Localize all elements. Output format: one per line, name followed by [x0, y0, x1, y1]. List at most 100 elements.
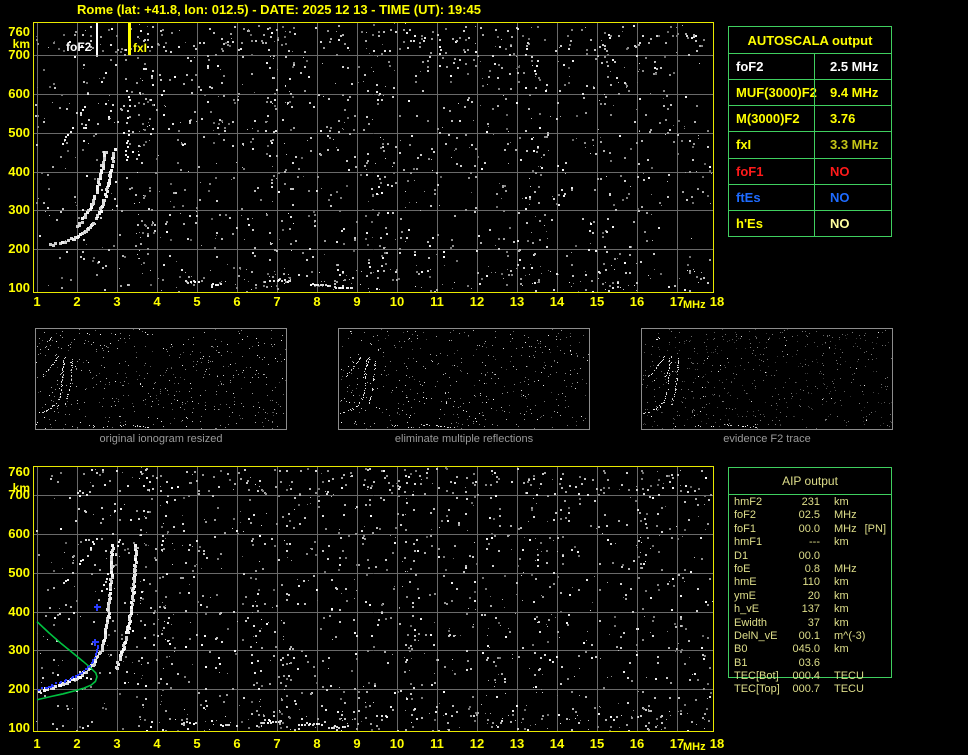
- x-tick-label-bottom: 1: [33, 736, 41, 751]
- x-tick-label-top: 5: [193, 294, 201, 309]
- x-tick-label-bottom: 5: [193, 736, 201, 751]
- x-tick-label-top: 15: [589, 294, 605, 309]
- autoscala-row-value: 3.3 MHz: [814, 131, 891, 158]
- thumbnail-original-canvas: [36, 329, 286, 429]
- autoscala-row-label: foF2: [729, 53, 814, 79]
- aip-row: foF2 02.5 MHz: [734, 509, 857, 522]
- y-tick-label-top: 300: [8, 202, 30, 217]
- aip-row: B1 03.6: [734, 656, 820, 669]
- autoscala-table-title: AUTOSCALA output: [747, 32, 873, 48]
- x-tick-label-bottom: 9: [353, 736, 361, 751]
- x-tick-label-top: 10: [389, 294, 405, 309]
- x-tick-label-top: 7: [273, 294, 281, 309]
- x-tick-label-bottom: 2: [73, 736, 81, 751]
- y-tick-label-bottom: 700: [8, 487, 30, 502]
- thumbnail-original-ionogram: [35, 328, 287, 430]
- y-tick-label-bottom: 300: [8, 642, 30, 657]
- x-tick-label-top: 3: [113, 294, 121, 309]
- x-tick-label-top: 6: [233, 294, 241, 309]
- bottom-ionogram-frame: [33, 466, 714, 732]
- x-tick-label-top: 16: [629, 294, 645, 309]
- x-tick-label-top: 1: [33, 294, 41, 309]
- bottom-y-axis-unit: km: [12, 481, 30, 495]
- autoscala-row-label: foF1: [729, 157, 814, 184]
- y-tick-label-bottom: 400: [8, 604, 30, 619]
- thumbnail-evidence-canvas: [642, 329, 892, 429]
- x-tick-label-bottom: 16: [629, 736, 645, 751]
- x-tick-label-top: 4: [153, 294, 161, 309]
- x-tick-label-top: 2: [73, 294, 81, 309]
- aip-row: hmE 110 km: [734, 576, 849, 589]
- x-tick-label-top: 13: [509, 294, 525, 309]
- x-tick-label-bottom: 12: [469, 736, 485, 751]
- x-tick-label-top: 18: [709, 294, 725, 309]
- autoscala-row-value: 3.76: [814, 105, 891, 132]
- x-tick-label-bottom: 10: [389, 736, 405, 751]
- y-tick-label-top: 700: [8, 47, 30, 62]
- y-tick-label-bottom: 760: [8, 464, 30, 479]
- autoscala-row-label: M(3000)F2: [729, 105, 814, 131]
- x-tick-label-top: 9: [353, 294, 361, 309]
- aip-row: B0 045.0 km: [734, 643, 849, 656]
- y-tick-label-top: 200: [8, 241, 30, 256]
- thumbnail-caption: evidence F2 trace: [723, 433, 811, 445]
- aip-row: Ewidth 37 km: [734, 616, 849, 629]
- aip-row: DelN_vE 00.1 m^(-3): [734, 629, 866, 642]
- x-tick-label-bottom: 3: [113, 736, 121, 751]
- autoscala-row-value: NO: [814, 209, 891, 236]
- y-tick-label-top: 760: [8, 24, 30, 39]
- top-x-axis-unit: MHz: [683, 299, 706, 311]
- y-tick-label-bottom: 100: [8, 720, 30, 735]
- aip-row: TEC[Bot] 000.4 TECU: [734, 670, 864, 683]
- x-tick-label-top: 8: [313, 294, 321, 309]
- aip-rows: hmF2 231 km foF2 02.5 MHz foF1 00.0 MHz [PN] hm…: [728, 496, 892, 697]
- aip-output-table: AIP output: [728, 467, 892, 678]
- fof2-marker-label: foF2: [66, 40, 92, 54]
- aip-table-title: AIP output: [729, 468, 891, 495]
- aip-row: foF1 00.0 MHz [PN]: [734, 522, 887, 535]
- fxi-marker-label: fxI: [133, 41, 148, 55]
- bottom-ionogram-canvas: [34, 467, 713, 731]
- y-tick-label-bottom: 200: [8, 681, 30, 696]
- y-tick-label-top: 400: [8, 164, 30, 179]
- y-tick-label-bottom: 500: [8, 565, 30, 580]
- autoscala-row-value: 9.4 MHz: [814, 79, 891, 106]
- thumbnail-evidence-f2: [641, 328, 893, 430]
- autoscala-row-value: 2.5 MHz: [814, 53, 891, 80]
- x-tick-label-bottom: 13: [509, 736, 525, 751]
- x-tick-label-bottom: 11: [430, 736, 444, 751]
- thumbnail-caption: original ionogram resized: [99, 433, 223, 445]
- top-ionogram-canvas: [34, 23, 713, 292]
- x-tick-label-bottom: 6: [233, 736, 241, 751]
- x-tick-label-bottom: 7: [273, 736, 281, 751]
- aip-row: h_vE 137 km: [734, 603, 849, 616]
- top-ionogram-frame: [33, 22, 714, 293]
- x-tick-label-top: 12: [469, 294, 485, 309]
- x-tick-label-top: 17: [669, 294, 685, 309]
- x-tick-label-top: 11: [430, 294, 444, 309]
- x-tick-label-bottom: 14: [549, 736, 565, 751]
- aip-row: hmF2 231 km: [734, 496, 849, 508]
- thumbnail-eliminate-canvas: [339, 329, 589, 429]
- autoscala-row-label: h'Es: [729, 209, 814, 236]
- page-title: Rome (lat: +41.8, lon: 012.5) - DATE: 20…: [77, 2, 481, 17]
- y-tick-label-bottom: 600: [8, 526, 30, 541]
- aip-row: TEC[Top] 000.7 TECU: [734, 683, 864, 696]
- bottom-x-axis-unit: MHz: [683, 741, 706, 753]
- autoscala-output-table: AUTOSCALA output foF2 2.5 MHz MUF(3000)F…: [728, 26, 892, 237]
- x-tick-label-bottom: 17: [669, 736, 685, 751]
- autoscala-row-label: ftEs: [729, 183, 814, 210]
- autoscala-row-value: NO: [814, 183, 891, 210]
- aip-row: D1 00.0: [734, 549, 820, 562]
- aip-row: ymE 20 km: [734, 589, 849, 602]
- x-tick-label-bottom: 4: [153, 736, 161, 751]
- autoscala-row-label: MUF(3000)F2: [729, 79, 817, 105]
- thumbnail-eliminate-reflections: [338, 328, 590, 430]
- autoscala-row-label: fxI: [729, 131, 814, 157]
- x-tick-label-top: 14: [549, 294, 565, 309]
- x-tick-label-bottom: 15: [589, 736, 605, 751]
- autoscala-row-value: NO: [814, 157, 891, 184]
- x-tick-label-bottom: 18: [709, 736, 725, 751]
- y-tick-label-top: 500: [8, 125, 30, 140]
